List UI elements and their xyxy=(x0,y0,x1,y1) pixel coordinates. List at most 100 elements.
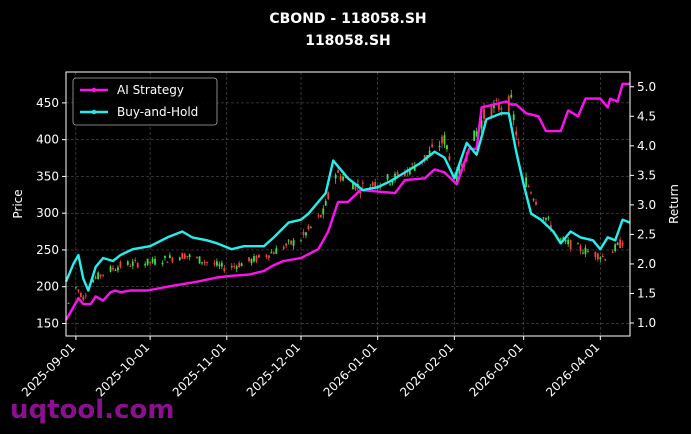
candle-body xyxy=(559,238,562,240)
candle-body xyxy=(490,105,493,117)
candle-body xyxy=(154,258,156,265)
candle-body xyxy=(495,99,498,101)
candle-body xyxy=(493,103,495,108)
candle-body xyxy=(564,239,567,242)
candle-body xyxy=(342,176,344,181)
candle-body xyxy=(302,231,305,235)
candle-body xyxy=(532,199,535,201)
candle-body xyxy=(305,232,307,236)
candle-body xyxy=(324,200,327,206)
y-tick-label: 300 xyxy=(36,206,59,220)
y-tick-label: 450 xyxy=(36,96,59,110)
candle-body xyxy=(309,226,312,228)
candle-body xyxy=(389,183,391,185)
series-lines xyxy=(64,82,631,321)
candle-body xyxy=(151,258,154,263)
candle-body xyxy=(149,261,152,263)
candle-body xyxy=(423,154,426,161)
legend: AI Strategy Buy-and-Hold xyxy=(72,77,218,126)
candle-body xyxy=(267,255,270,259)
candle-body xyxy=(544,217,547,220)
y2-tick-label: 1.5 xyxy=(637,286,656,300)
candle-body xyxy=(223,268,226,272)
candle-body xyxy=(562,237,565,240)
candle-body xyxy=(448,156,451,161)
y-axis-right: 1.0 1.5 2.0 2.5 3.0 3.5 4.0 4.5 5.0 xyxy=(630,80,656,330)
candle-body xyxy=(196,257,199,259)
candle-body xyxy=(587,251,589,253)
candle-body xyxy=(408,169,411,175)
candle-body xyxy=(97,272,100,280)
candle-body xyxy=(327,192,330,199)
candle-body xyxy=(542,217,545,219)
candle-body xyxy=(307,225,310,230)
candle-body xyxy=(171,257,174,262)
legend-marker-buy-and-hold xyxy=(91,109,97,115)
y2-tick-label: 1.0 xyxy=(637,316,656,330)
candle-body xyxy=(220,262,223,267)
candle-body xyxy=(458,165,461,175)
candle-body xyxy=(300,240,302,242)
candle-body xyxy=(428,150,431,155)
plot-frame xyxy=(65,71,631,337)
y-tick-label: 400 xyxy=(36,133,59,147)
candle-body xyxy=(438,145,441,148)
candle-body xyxy=(290,240,293,245)
candle-body xyxy=(84,295,87,297)
candle-body xyxy=(480,120,483,129)
y2-tick-label: 2.0 xyxy=(637,257,656,271)
candle-body xyxy=(265,255,268,258)
candle-body xyxy=(168,255,171,258)
candle-body xyxy=(255,256,258,262)
candle-body xyxy=(129,266,132,268)
candle-body xyxy=(213,263,216,265)
legend-label-ai-strategy: AI Strategy xyxy=(117,83,184,97)
candle-body xyxy=(282,246,285,250)
candle-body xyxy=(233,265,236,267)
candle-body xyxy=(248,257,250,262)
candle-body xyxy=(567,239,570,245)
candle-body xyxy=(136,263,139,268)
candle-body xyxy=(431,144,434,147)
candle-body xyxy=(339,176,342,181)
candle-body xyxy=(604,259,607,261)
candle-body xyxy=(413,166,416,171)
candle-body xyxy=(517,142,520,144)
candle-body xyxy=(146,258,149,265)
candle-body xyxy=(235,266,238,269)
candle-body xyxy=(258,254,260,258)
candle-body xyxy=(164,256,166,258)
candle-body xyxy=(371,182,374,186)
candle-body xyxy=(497,103,500,110)
candle-body xyxy=(530,192,532,194)
y2-tick-label: 4.5 xyxy=(637,109,656,123)
candle-body xyxy=(354,183,357,190)
candle-body xyxy=(119,261,122,268)
candle-body xyxy=(582,252,584,254)
candle-body xyxy=(473,130,476,141)
candle-body xyxy=(82,296,85,301)
candle-body xyxy=(161,262,164,264)
y-tick-label: 150 xyxy=(36,316,59,330)
candle-body xyxy=(403,173,406,176)
candle-body xyxy=(594,251,597,258)
candle-body xyxy=(94,277,97,279)
candle-body xyxy=(411,163,414,165)
y2-tick-label: 3.5 xyxy=(637,168,656,182)
candle-body xyxy=(352,183,354,190)
candle-body xyxy=(483,108,485,119)
candle-body xyxy=(77,289,80,292)
candle-body xyxy=(455,170,458,183)
candle-body xyxy=(619,239,622,249)
candle-body xyxy=(112,267,114,270)
candle-body xyxy=(443,135,446,145)
chart-subtitle: 118058.SH xyxy=(305,33,391,49)
candle-body xyxy=(74,286,77,288)
legend-marker-ai-strategy xyxy=(91,87,97,93)
candle-body xyxy=(426,155,429,157)
candle-body xyxy=(188,254,191,258)
series-line-ai-strategy xyxy=(64,82,630,321)
chart-title: CBOND - 118058.SH xyxy=(269,11,426,27)
candle-body xyxy=(114,269,117,271)
y-axis-label: Price xyxy=(11,189,25,218)
